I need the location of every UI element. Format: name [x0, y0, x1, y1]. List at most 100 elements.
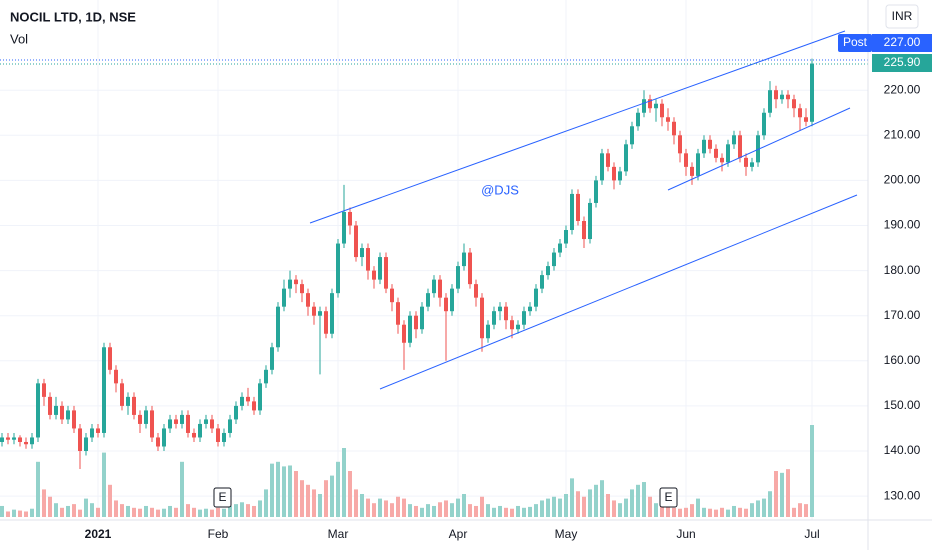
- volume-bar: [228, 505, 232, 517]
- volume-bar: [360, 494, 364, 517]
- candle-body: [312, 306, 316, 316]
- candle-body: [342, 211, 346, 244]
- x-tick-label: Jul: [804, 527, 819, 541]
- volume-bar: [756, 500, 760, 517]
- y-tick-label: 130.00: [884, 488, 921, 502]
- grid: [0, 0, 868, 520]
- candle-body: [384, 257, 388, 289]
- volume-bar: [126, 505, 130, 517]
- volume-bar: [168, 505, 172, 517]
- volume-bar: [60, 507, 64, 517]
- alert-price: 227.00: [884, 35, 921, 49]
- volume-bar: [90, 503, 94, 517]
- lower-trend-line: [379, 194, 858, 390]
- candle-body: [390, 288, 394, 303]
- candle-body: [762, 112, 766, 136]
- candle-body: [654, 103, 658, 109]
- chart-title: NOCIL LTD, 1D, NSE: [10, 9, 136, 24]
- candle-body: [720, 157, 724, 163]
- volume-bar: [636, 484, 640, 517]
- candle-body: [420, 306, 424, 330]
- candle-body: [60, 405, 64, 420]
- candle-body: [714, 148, 718, 158]
- axes: 130.00 140.00 150.00 160.00 170.00 180.00 190.…: [85, 82, 921, 541]
- candle-body: [192, 432, 196, 438]
- candle-body: [582, 220, 586, 240]
- volume-bar: [582, 496, 586, 517]
- candle-body: [468, 252, 472, 285]
- candle-body: [438, 279, 442, 298]
- last-price: 225.90: [884, 55, 921, 69]
- x-tick-label: Apr: [449, 527, 468, 541]
- candle-body: [126, 396, 130, 406]
- y-tick-label: 190.00: [884, 218, 921, 232]
- volume-bar: [708, 508, 712, 517]
- candle-body: [72, 410, 76, 429]
- volume-bar: [456, 498, 460, 517]
- candle-body: [756, 135, 760, 163]
- candle-body: [216, 428, 220, 442]
- volume-bar: [366, 498, 370, 517]
- candle-body: [630, 126, 634, 145]
- candle-body: [0, 437, 4, 442]
- volume-bar: [114, 500, 118, 517]
- candle-body: [606, 153, 610, 167]
- candle-body: [282, 288, 286, 307]
- volume-bar: [750, 503, 754, 517]
- volume-bar: [312, 489, 316, 517]
- candle-body: [66, 410, 70, 420]
- candle-body: [450, 288, 454, 312]
- candle-body: [480, 297, 484, 339]
- candle-body: [132, 396, 136, 415]
- candle-body: [552, 252, 556, 267]
- volume-bar: [600, 480, 604, 517]
- currency[interactable]: INR: [892, 9, 913, 23]
- volume-bar: [804, 504, 808, 517]
- candle-body: [702, 139, 706, 154]
- volume-bar: [786, 469, 790, 517]
- volume-bar: [24, 511, 28, 517]
- volume-bar: [648, 496, 652, 517]
- candle-body: [294, 279, 298, 285]
- candle-body: [138, 414, 142, 424]
- candle-body: [780, 94, 784, 100]
- volume-bar: [510, 508, 514, 517]
- volume-bar: [426, 504, 430, 517]
- y-tick-label: 170.00: [884, 308, 921, 322]
- candle-body: [690, 166, 694, 176]
- volume-bar: [792, 507, 796, 517]
- volume-bar: [408, 504, 412, 517]
- volume-bar: [618, 503, 622, 517]
- earnings-box: [659, 487, 678, 508]
- candle-body: [78, 428, 82, 451]
- volume-bar: [264, 489, 268, 517]
- candle-body: [642, 99, 646, 113]
- volume-bar: [588, 489, 592, 517]
- volume-bar: [546, 498, 550, 517]
- volume-bar: [0, 505, 4, 517]
- y-tick-label: 160.00: [884, 353, 921, 367]
- candle-body: [738, 135, 742, 158]
- volume-bar: [462, 494, 466, 517]
- volume-bar: [570, 478, 574, 517]
- currency-box[interactable]: [885, 4, 919, 29]
- volume-bar: [288, 465, 292, 517]
- candle-body: [750, 162, 754, 167]
- volume-bar: [186, 504, 190, 517]
- candle-body: [678, 135, 682, 154]
- candle-body: [162, 428, 166, 447]
- volume-bar: [744, 508, 748, 517]
- candle-body: [270, 347, 274, 370]
- x-tick-label: Feb: [208, 527, 229, 541]
- volume-bar: [540, 500, 544, 517]
- candle-body: [726, 144, 730, 163]
- volume-bar: [630, 489, 634, 517]
- earnings-box: [213, 487, 232, 508]
- candle-body: [240, 396, 244, 406]
- volume-bar: [336, 461, 340, 517]
- upper-trend-line: [309, 30, 846, 224]
- candle-body: [576, 193, 580, 221]
- volume-bar: [54, 503, 58, 517]
- candle-body: [198, 423, 202, 438]
- volume-bar: [594, 484, 598, 517]
